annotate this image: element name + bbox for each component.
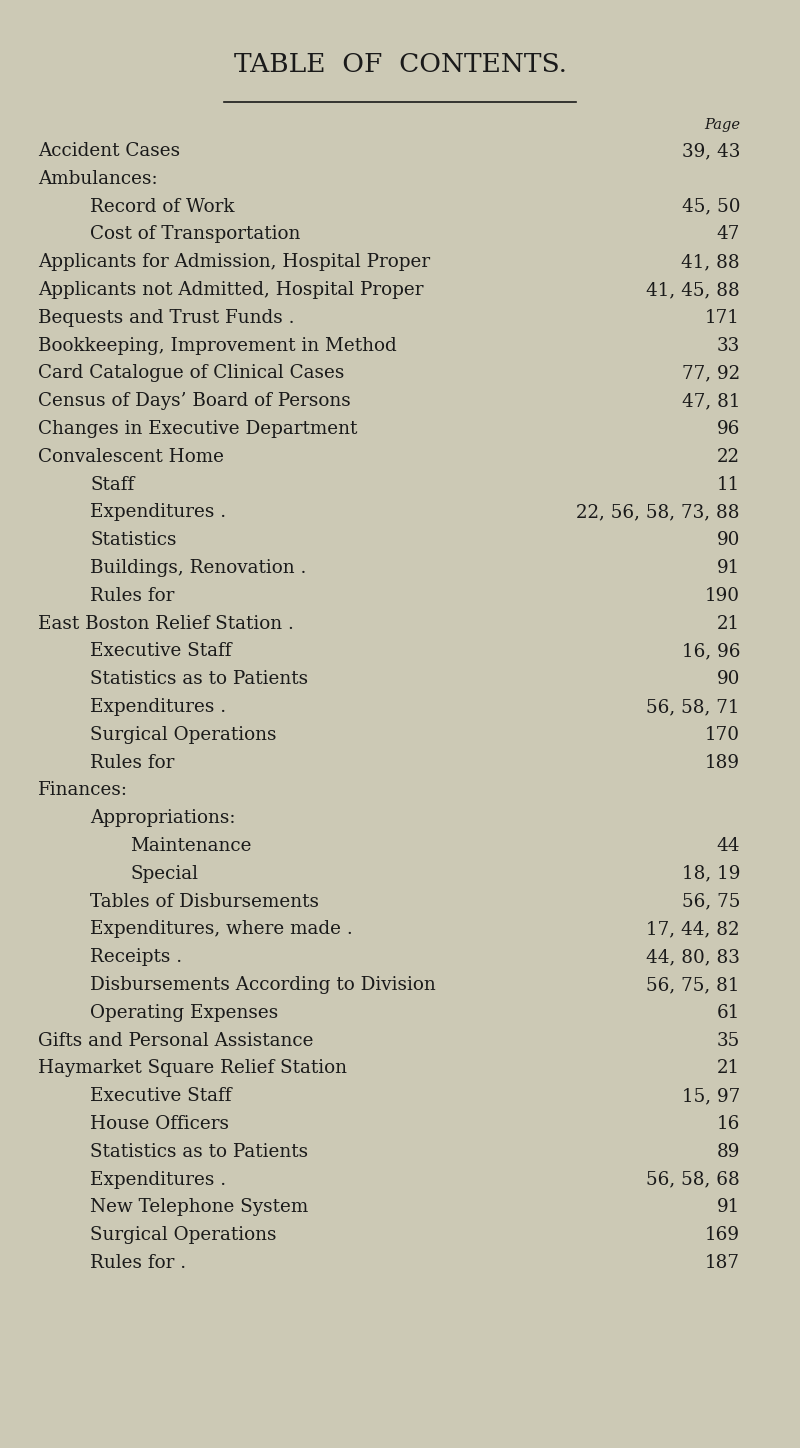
Text: Bookkeeping, Improvement in Method: Bookkeeping, Improvement in Method bbox=[38, 336, 397, 355]
Text: 56, 58, 71: 56, 58, 71 bbox=[646, 698, 740, 715]
Text: Surgical Operations: Surgical Operations bbox=[90, 725, 277, 744]
Text: Ambulances:: Ambulances: bbox=[38, 169, 158, 188]
Text: Buildings, Renovation .: Buildings, Renovation . bbox=[90, 559, 306, 576]
Text: 16, 96: 16, 96 bbox=[682, 643, 740, 660]
Text: Convalescent Home: Convalescent Home bbox=[38, 447, 224, 466]
Text: 47, 81: 47, 81 bbox=[682, 392, 740, 410]
Text: Expenditures .: Expenditures . bbox=[90, 1170, 226, 1189]
Text: New Telephone System: New Telephone System bbox=[90, 1199, 308, 1216]
Text: Executive Staff: Executive Staff bbox=[90, 1087, 231, 1105]
Text: Expenditures .: Expenditures . bbox=[90, 504, 226, 521]
Text: 187: 187 bbox=[705, 1254, 740, 1271]
Text: Operating Expenses: Operating Expenses bbox=[90, 1003, 278, 1022]
Text: Bequests and Trust Funds .: Bequests and Trust Funds . bbox=[38, 308, 294, 327]
Text: 44, 80, 83: 44, 80, 83 bbox=[646, 948, 740, 966]
Text: Statistics as to Patients: Statistics as to Patients bbox=[90, 1142, 308, 1161]
Text: 170: 170 bbox=[705, 725, 740, 744]
Text: 33: 33 bbox=[717, 336, 740, 355]
Text: Rules for .: Rules for . bbox=[90, 1254, 186, 1271]
Text: 89: 89 bbox=[717, 1142, 740, 1161]
Text: 189: 189 bbox=[705, 753, 740, 772]
Text: Appropriations:: Appropriations: bbox=[90, 809, 235, 827]
Text: Staff: Staff bbox=[90, 475, 134, 494]
Text: Special: Special bbox=[130, 864, 198, 883]
Text: 18, 19: 18, 19 bbox=[682, 864, 740, 883]
Text: 171: 171 bbox=[705, 308, 740, 327]
Text: 11: 11 bbox=[717, 475, 740, 494]
Text: 77, 92: 77, 92 bbox=[682, 365, 740, 382]
Text: Rules for: Rules for bbox=[90, 586, 174, 605]
Text: 22, 56, 58, 73, 88: 22, 56, 58, 73, 88 bbox=[577, 504, 740, 521]
Text: 16: 16 bbox=[717, 1115, 740, 1132]
Text: Card Catalogue of Clinical Cases: Card Catalogue of Clinical Cases bbox=[38, 365, 344, 382]
Text: East Boston Relief Station .: East Boston Relief Station . bbox=[38, 614, 294, 633]
Text: 61: 61 bbox=[717, 1003, 740, 1022]
Text: Finances:: Finances: bbox=[38, 782, 128, 799]
Text: Rules for: Rules for bbox=[90, 753, 174, 772]
Text: 35: 35 bbox=[717, 1031, 740, 1050]
Text: Expenditures .: Expenditures . bbox=[90, 698, 226, 715]
Text: 56, 58, 68: 56, 58, 68 bbox=[646, 1170, 740, 1189]
Text: 47: 47 bbox=[717, 226, 740, 243]
Text: Gifts and Personal Assistance: Gifts and Personal Assistance bbox=[38, 1031, 314, 1050]
Text: Receipts .: Receipts . bbox=[90, 948, 182, 966]
Text: 169: 169 bbox=[705, 1226, 740, 1244]
Text: House Officers: House Officers bbox=[90, 1115, 229, 1132]
Text: Accident Cases: Accident Cases bbox=[38, 142, 180, 159]
Text: Haymarket Square Relief Station: Haymarket Square Relief Station bbox=[38, 1060, 347, 1077]
Text: 90: 90 bbox=[717, 531, 740, 549]
Text: Disbursements According to Division: Disbursements According to Division bbox=[90, 976, 436, 993]
Text: 39, 43: 39, 43 bbox=[682, 142, 740, 159]
Text: Changes in Executive Department: Changes in Executive Department bbox=[38, 420, 358, 437]
Text: Tables of Disbursements: Tables of Disbursements bbox=[90, 892, 319, 911]
Text: 41, 45, 88: 41, 45, 88 bbox=[646, 281, 740, 298]
Text: TABLE  OF  CONTENTS.: TABLE OF CONTENTS. bbox=[234, 52, 566, 77]
Text: 15, 97: 15, 97 bbox=[682, 1087, 740, 1105]
Text: 41, 88: 41, 88 bbox=[682, 253, 740, 271]
Text: 56, 75, 81: 56, 75, 81 bbox=[646, 976, 740, 993]
Text: Maintenance: Maintenance bbox=[130, 837, 251, 854]
Text: 21: 21 bbox=[717, 614, 740, 633]
Text: 45, 50: 45, 50 bbox=[682, 197, 740, 216]
Text: 21: 21 bbox=[717, 1060, 740, 1077]
Text: Census of Days’ Board of Persons: Census of Days’ Board of Persons bbox=[38, 392, 350, 410]
Text: Executive Staff: Executive Staff bbox=[90, 643, 231, 660]
Text: Record of Work: Record of Work bbox=[90, 197, 234, 216]
Text: Applicants not Admitted, Hospital Proper: Applicants not Admitted, Hospital Proper bbox=[38, 281, 423, 298]
Text: 91: 91 bbox=[717, 1199, 740, 1216]
Text: Statistics: Statistics bbox=[90, 531, 177, 549]
Text: 90: 90 bbox=[717, 670, 740, 688]
Text: 56, 75: 56, 75 bbox=[682, 892, 740, 911]
Text: 22: 22 bbox=[717, 447, 740, 466]
Text: 44: 44 bbox=[717, 837, 740, 854]
Text: 96: 96 bbox=[717, 420, 740, 437]
Text: Page: Page bbox=[704, 117, 740, 132]
Text: Cost of Transportation: Cost of Transportation bbox=[90, 226, 300, 243]
Text: Surgical Operations: Surgical Operations bbox=[90, 1226, 277, 1244]
Text: 91: 91 bbox=[717, 559, 740, 576]
Text: Applicants for Admission, Hospital Proper: Applicants for Admission, Hospital Prope… bbox=[38, 253, 430, 271]
Text: 190: 190 bbox=[705, 586, 740, 605]
Text: Expenditures, where made .: Expenditures, where made . bbox=[90, 921, 353, 938]
Text: Statistics as to Patients: Statistics as to Patients bbox=[90, 670, 308, 688]
Text: 17, 44, 82: 17, 44, 82 bbox=[646, 921, 740, 938]
